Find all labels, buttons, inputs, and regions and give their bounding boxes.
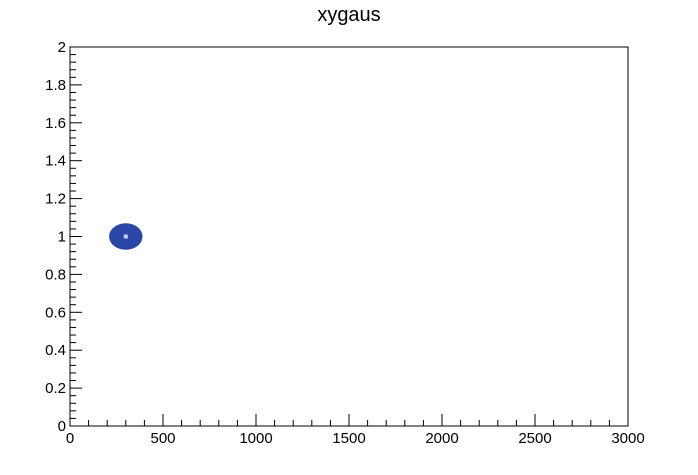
x-tick-label: 3000 [611,430,644,447]
x-tick-label: 500 [150,430,175,447]
x-tick-label: 2000 [425,430,458,447]
y-tick-label: 0.8 [45,266,66,283]
x-tick-label: 1000 [239,430,272,447]
chart-title: xygaus [317,4,381,26]
y-tick-label: 0.6 [45,304,66,321]
x-tick-label: 1500 [332,430,365,447]
y-tick-label: 1.2 [45,191,66,208]
y-tick-label: 1.4 [45,153,66,170]
y-tick-label: 0.4 [45,342,66,359]
y-tick-label: 1 [58,229,66,246]
blob-peak [123,234,128,239]
y-tick-label: 0.2 [45,380,66,397]
y-tick-label: 0 [58,418,66,435]
x-tick-label: 2500 [518,430,551,447]
plot-frame [69,46,629,427]
y-tick-label: 2 [58,39,66,56]
y-tick-label: 1.8 [45,77,66,94]
y-tick-label: 1.6 [45,115,66,132]
x-tick-label: 0 [66,430,74,447]
